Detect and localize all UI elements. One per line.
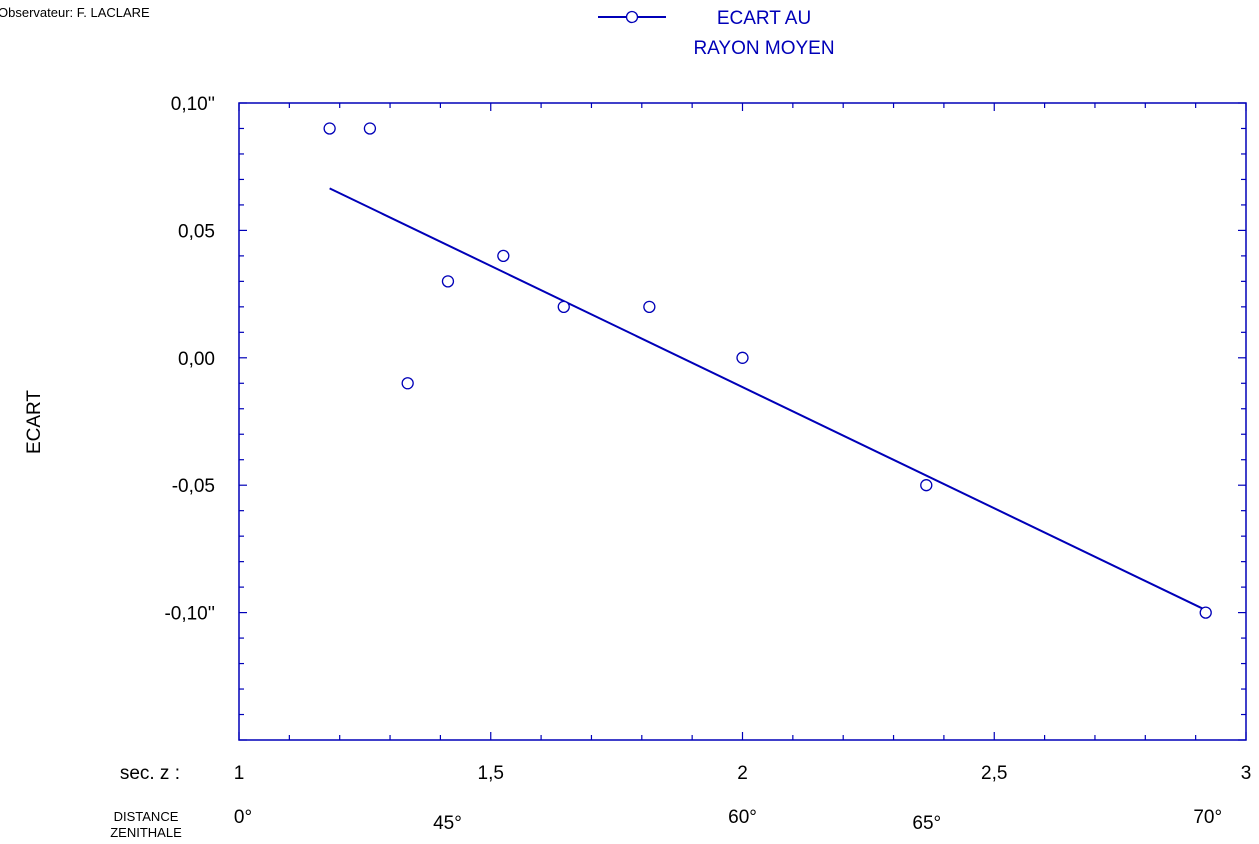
y-tick-label: -0,05 bbox=[172, 476, 215, 497]
data-point bbox=[441, 275, 455, 288]
legend-marker-icon bbox=[625, 10, 639, 24]
data-point bbox=[1199, 606, 1212, 619]
data-points bbox=[323, 122, 1212, 619]
data-point bbox=[643, 300, 656, 313]
data-point bbox=[920, 479, 933, 492]
x-axis-prefix: sec. z : bbox=[120, 763, 180, 784]
x-tick-label: 1,5 bbox=[478, 763, 504, 784]
zenith-tick-label: 60° bbox=[728, 807, 757, 828]
zenith-tick-label: 0° bbox=[234, 807, 252, 828]
data-point bbox=[497, 249, 510, 263]
x-tick-labels: 1 1,5 2 2,5 3 bbox=[234, 763, 1252, 784]
data-point bbox=[401, 377, 414, 390]
regression-line bbox=[329, 187, 1207, 611]
x-tick-label: 2 bbox=[737, 763, 748, 784]
zenith-tick-label: 65° bbox=[912, 813, 941, 834]
zenith-axis-label-line2: ZENITHALE bbox=[110, 825, 182, 840]
observer-label: Observateur: F. LACLARE bbox=[0, 5, 150, 20]
zenith-tick-label: 45° bbox=[433, 813, 462, 834]
x-tick-label: 1 bbox=[234, 763, 245, 784]
zenith-tick-label: 70° bbox=[1193, 807, 1222, 828]
plot-frame bbox=[238, 102, 1247, 741]
x-tick-label: 2,5 bbox=[981, 763, 1007, 784]
legend-label-line2: RAYON MOYEN bbox=[693, 38, 834, 59]
legend-label-line1: ECART AU bbox=[717, 8, 811, 29]
fit-line bbox=[329, 187, 1207, 611]
y-tick-label: 0,00 bbox=[178, 349, 215, 370]
y-axis-title: ECART bbox=[24, 390, 45, 454]
data-point bbox=[363, 122, 377, 135]
y-tick-label: 0,05 bbox=[178, 221, 215, 242]
x-tick-label: 3 bbox=[1241, 763, 1252, 784]
y-tick-label: 0,10'' bbox=[171, 94, 215, 115]
data-point bbox=[323, 122, 336, 135]
zenith-tick-labels: 0° 45° 60° 65° 70° bbox=[234, 807, 1222, 834]
zenith-axis-label-line1: DISTANCE bbox=[114, 809, 179, 824]
legend: ECART AU RAYON MOYEN bbox=[598, 8, 835, 59]
axis-ticks bbox=[238, 102, 1247, 741]
data-point bbox=[557, 300, 570, 313]
data-point bbox=[736, 351, 749, 364]
y-tick-labels: 0,10'' 0,05 0,00 -0,05 -0,10'' bbox=[164, 94, 215, 625]
y-tick-label: -0,10'' bbox=[164, 604, 215, 625]
